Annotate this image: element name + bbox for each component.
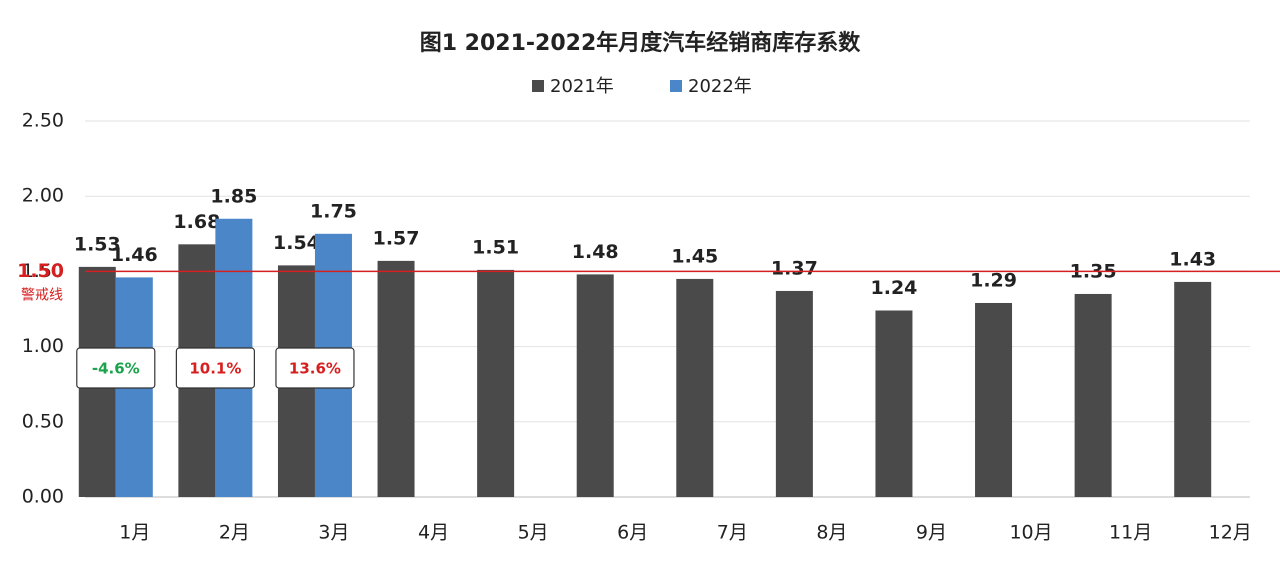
bar (377, 260, 415, 497)
x-tick-label: 4月 (418, 522, 449, 544)
x-tick-label: 9月 (916, 522, 947, 544)
data-label: 1.48 (572, 241, 619, 263)
y-tick-label: 1.50 (22, 260, 64, 282)
data-label: 1.45 (671, 245, 718, 267)
reference-label: 1.50 (17, 260, 64, 282)
bar (676, 278, 714, 497)
reference-note: 警戒线 (21, 287, 63, 303)
bar (1174, 281, 1212, 497)
annotation: -4.6% (92, 360, 140, 378)
x-tick-label: 11月 (1109, 522, 1152, 544)
data-label: 1.53 (74, 233, 121, 255)
x-tick-label: 6月 (617, 522, 648, 544)
data-label: 1.37 (771, 257, 818, 279)
data-label: 1.68 (173, 211, 220, 233)
data-label: 1.46 (111, 244, 158, 266)
bar (576, 274, 614, 497)
bar (975, 302, 1013, 497)
y-tick-label: 2.00 (22, 185, 64, 207)
x-tick-label: 2月 (219, 522, 250, 544)
annotation-box (175, 347, 255, 389)
data-label: 1.43 (1169, 248, 1216, 270)
y-tick-label: 1.00 (22, 335, 64, 357)
x-tick-label: 10月 (1009, 522, 1052, 544)
data-label: 1.85 (210, 185, 257, 207)
legend-label: 2021年 (550, 76, 614, 97)
annotation-box (76, 347, 156, 389)
x-tick-label: 3月 (318, 522, 349, 544)
y-tick-label: 0.50 (22, 410, 64, 432)
bar (1074, 293, 1112, 497)
annotation-box (275, 347, 355, 389)
x-tick-label: 5月 (518, 522, 549, 544)
data-label: 1.24 (871, 277, 918, 299)
y-tick-label: 2.50 (22, 110, 64, 132)
legend-label: 2022年 (688, 76, 752, 97)
legend-swatch (670, 80, 682, 92)
data-label: 1.29 (970, 269, 1017, 291)
data-label: 1.51 (472, 236, 519, 258)
x-tick-label: 12月 (1209, 522, 1252, 544)
x-tick-label: 7月 (717, 522, 748, 544)
annotation: 13.6% (289, 360, 341, 378)
annotation: 10.1% (189, 360, 241, 378)
chart-title: 图1 2021-2022年月度汽车经销商库存系数 (420, 30, 862, 56)
bar (477, 269, 515, 497)
bar (875, 310, 913, 497)
data-label: 1.57 (373, 227, 420, 249)
x-tick-label: 8月 (816, 522, 847, 544)
legend-swatch (532, 80, 544, 92)
bar (775, 290, 813, 497)
data-label: 1.54 (273, 232, 320, 254)
data-label: 1.75 (310, 200, 357, 222)
x-tick-label: 1月 (119, 522, 150, 544)
y-tick-label: 0.00 (22, 486, 64, 508)
